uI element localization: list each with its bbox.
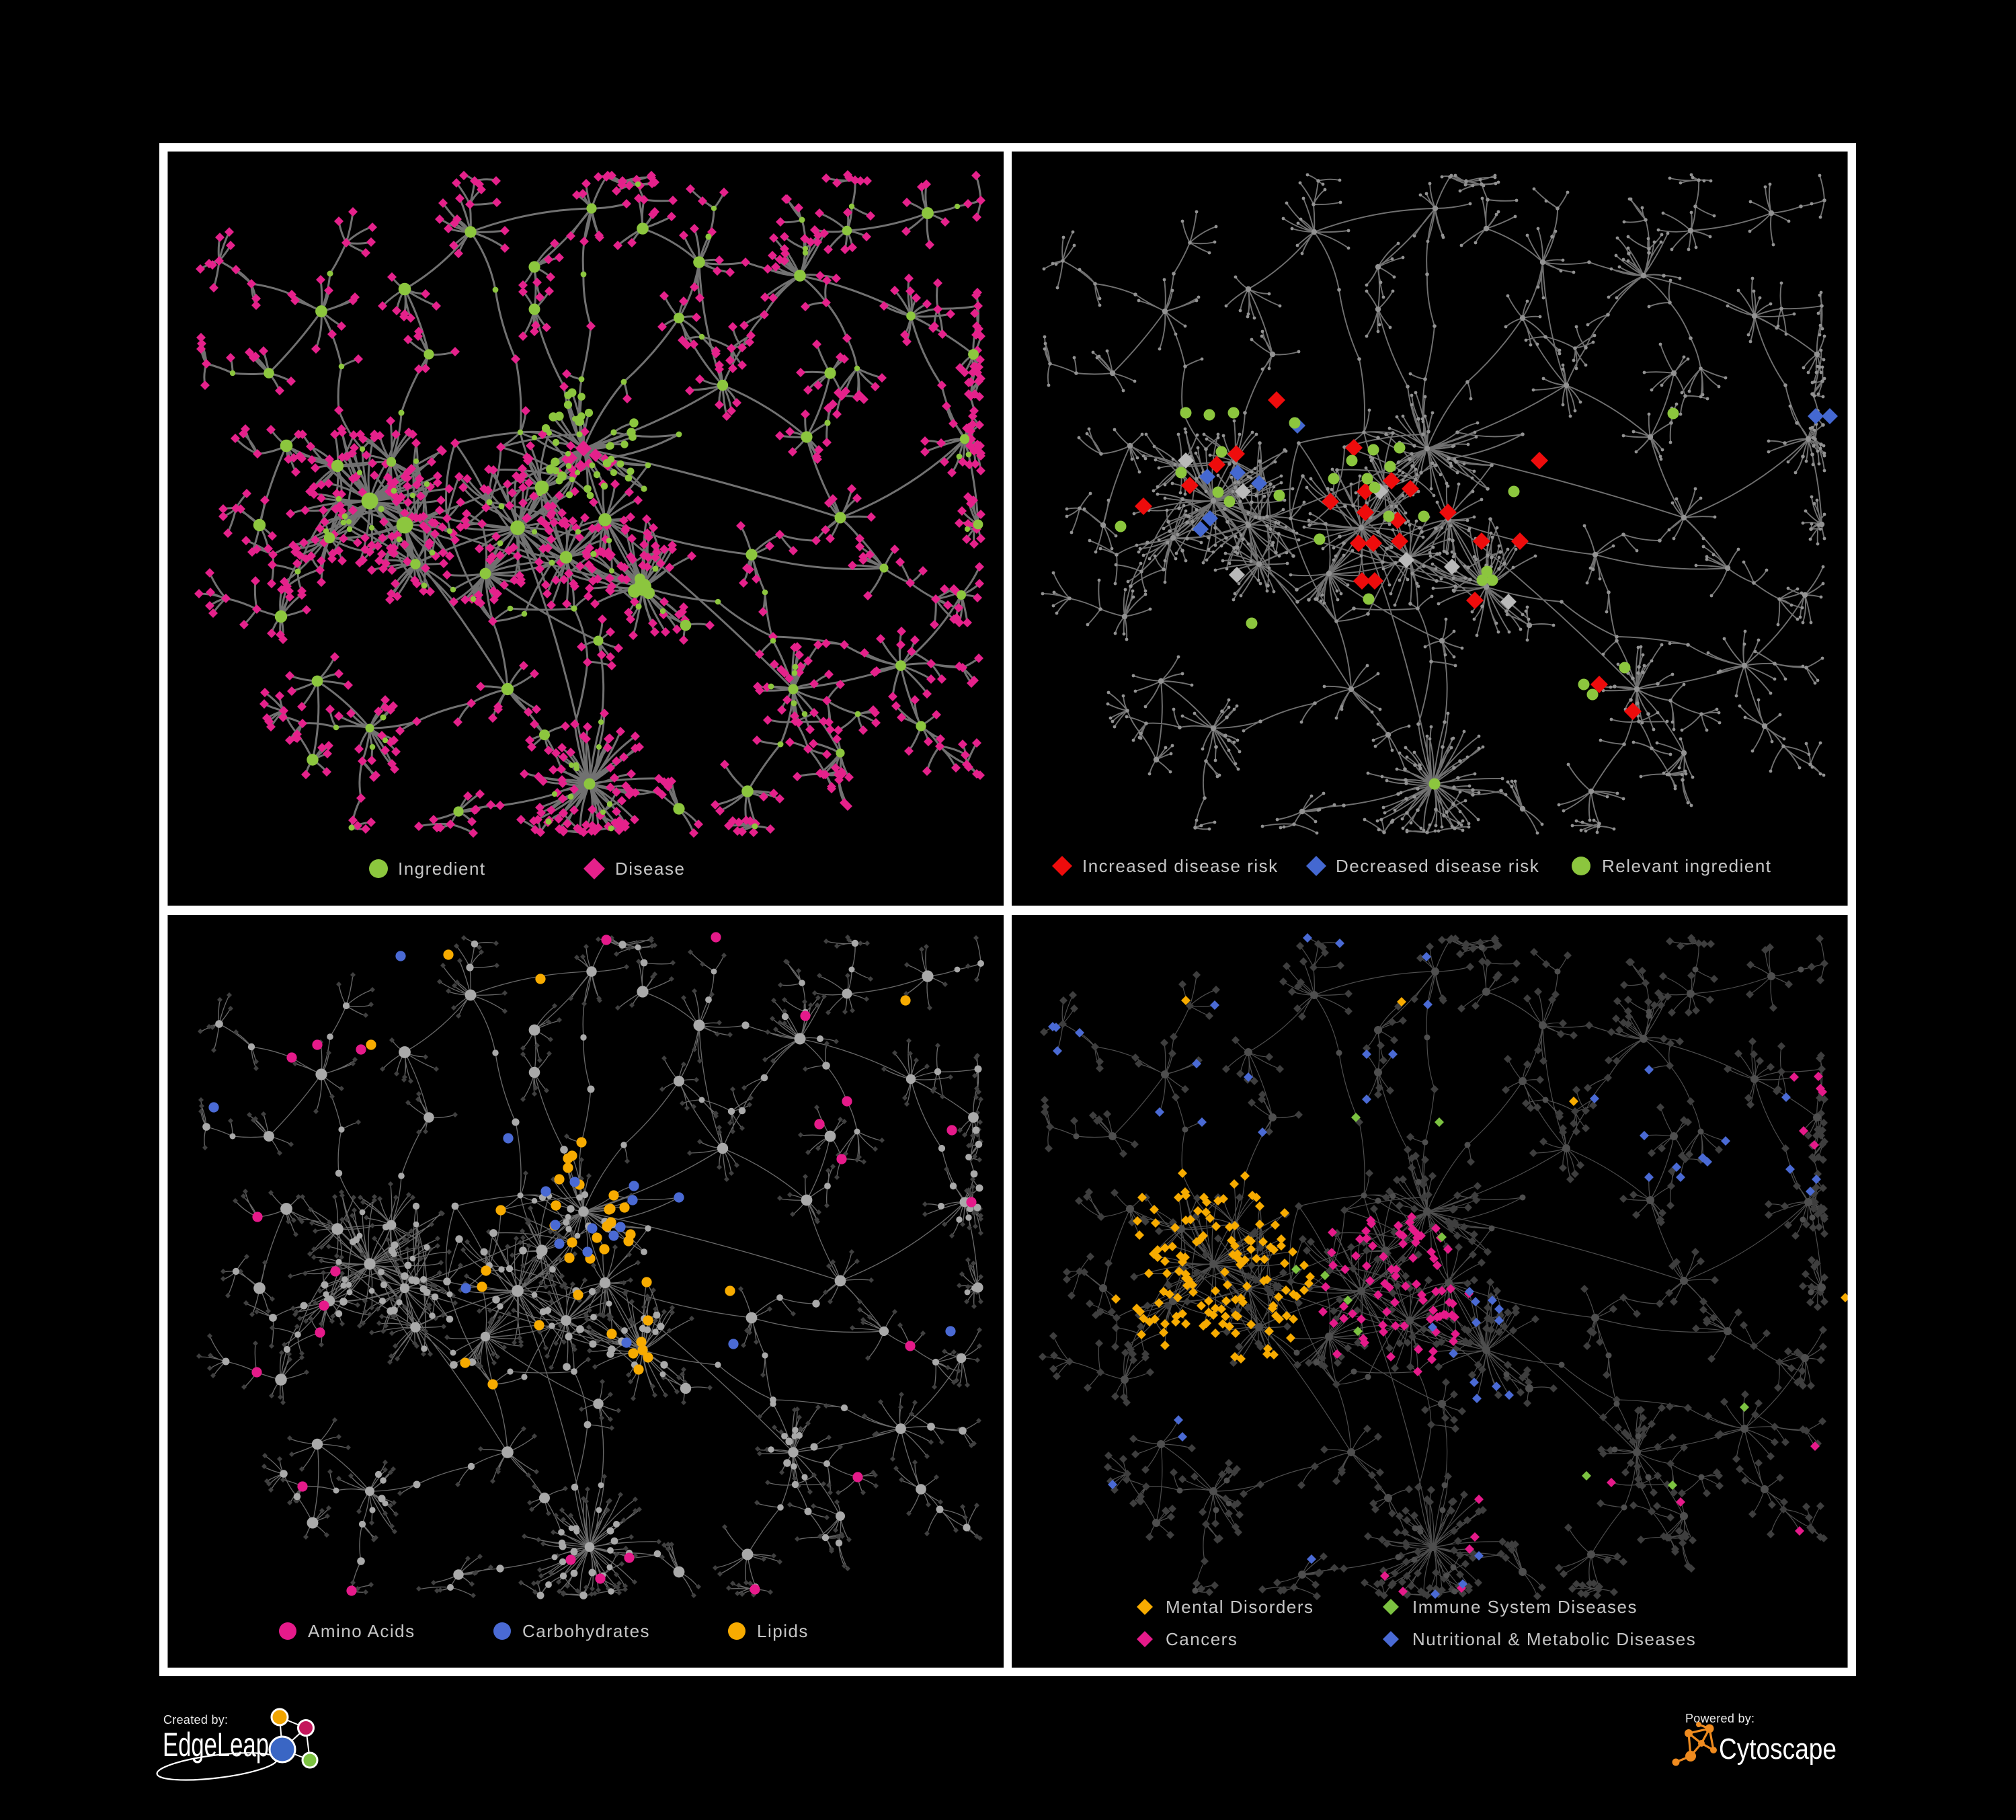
svg-text:Mental Disorders: Mental Disorders: [1166, 1597, 1314, 1617]
svg-text:Increased disease risk: Increased disease risk: [1082, 856, 1279, 876]
svg-text:Cancers: Cancers: [1166, 1629, 1238, 1649]
svg-text:Relevant ingredient: Relevant ingredient: [1602, 856, 1772, 876]
svg-text:Ingredient: Ingredient: [398, 859, 486, 879]
svg-text:Immune System Diseases: Immune System Diseases: [1412, 1597, 1638, 1617]
svg-text:Powered by:: Powered by:: [1685, 1712, 1755, 1725]
svg-text:Lipids: Lipids: [757, 1621, 809, 1641]
svg-text:Carbohydrates: Carbohydrates: [522, 1621, 650, 1641]
svg-text:Nutritional & Metabolic Diseas: Nutritional & Metabolic Diseases: [1412, 1629, 1696, 1649]
svg-text:Amino Acids: Amino Acids: [308, 1621, 415, 1641]
svg-text:Cytoscape: Cytoscape: [1719, 1733, 1837, 1766]
svg-text:Disease: Disease: [615, 859, 685, 879]
svg-text:EdgeLeap: EdgeLeap: [163, 1726, 269, 1764]
svg-text:Decreased disease risk: Decreased disease risk: [1336, 856, 1539, 876]
svg-text:Created by:: Created by:: [163, 1713, 228, 1727]
